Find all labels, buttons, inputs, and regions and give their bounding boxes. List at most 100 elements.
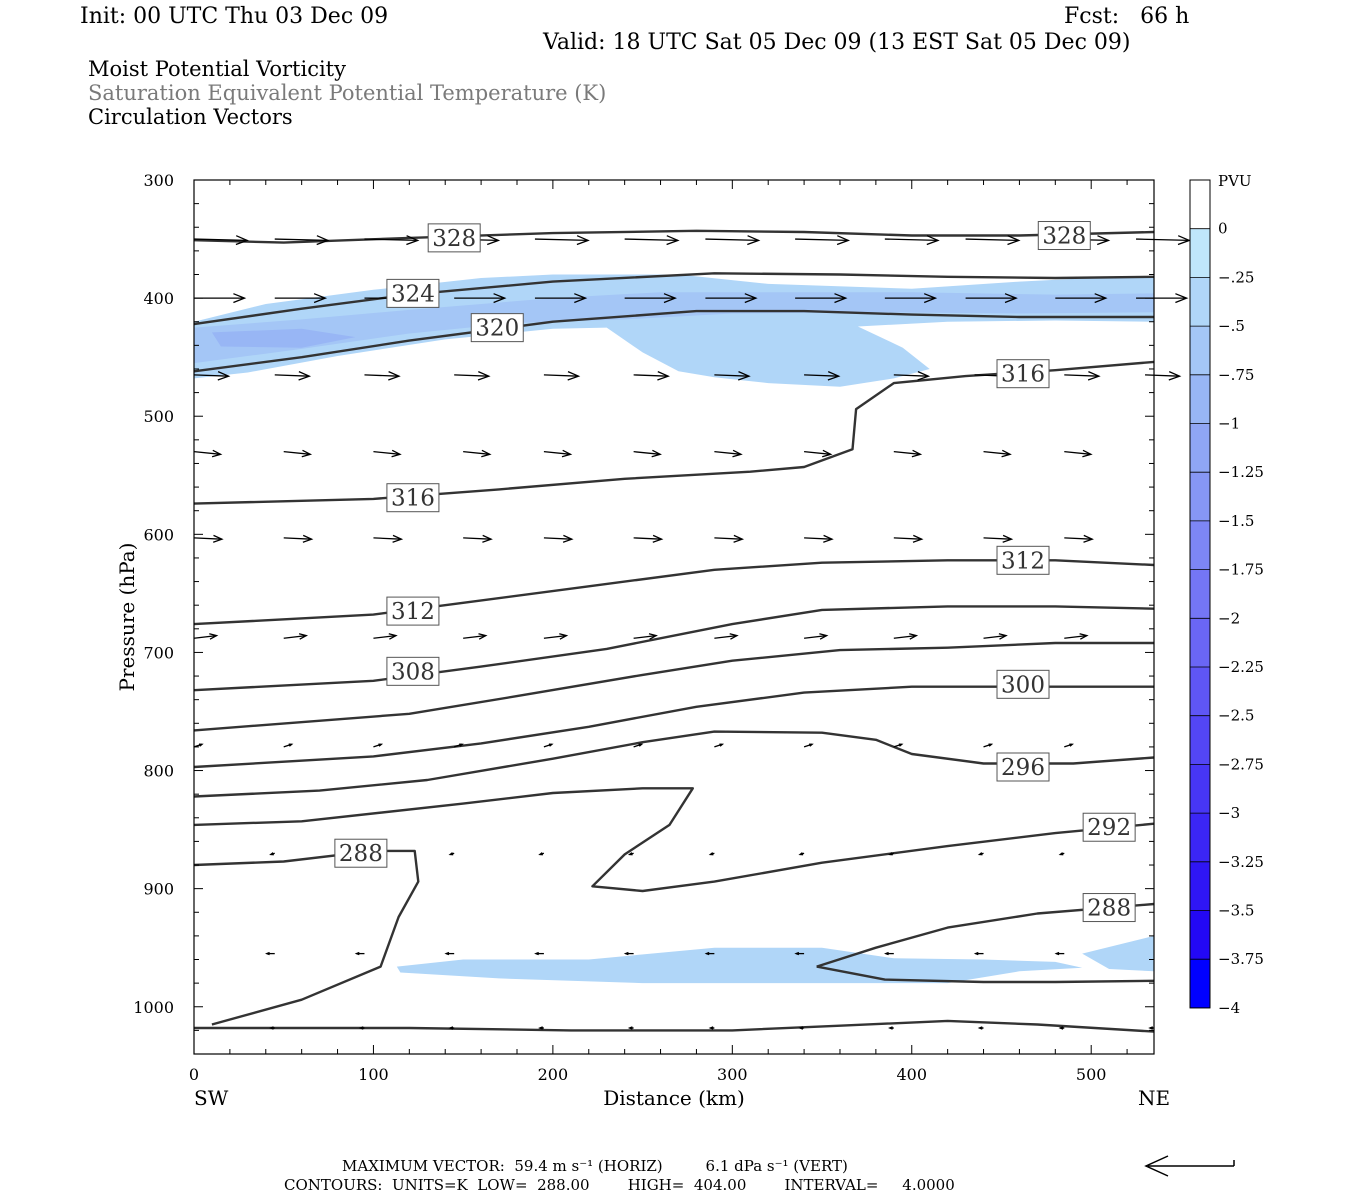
circulation-vector	[543, 449, 573, 458]
circulation-vector	[884, 293, 938, 304]
circulation-vector	[274, 371, 312, 381]
circulation-vector	[627, 1026, 634, 1030]
circulation-vector	[1145, 371, 1182, 381]
x-tick-label: 400	[896, 1065, 927, 1084]
colorbar-band	[1190, 423, 1210, 473]
circulation-vector	[538, 1026, 544, 1030]
colorbar-label: −3	[1218, 804, 1240, 822]
circulation-vector	[624, 235, 680, 246]
circulation-vector	[358, 1026, 365, 1030]
contour-label: 288	[334, 838, 388, 868]
circulation-vector	[624, 293, 677, 304]
circulation-vector	[543, 371, 581, 381]
circulation-vector	[714, 743, 725, 748]
forecast-hour: Fcst: 66 h	[1064, 4, 1190, 29]
circulation-vector	[543, 633, 569, 640]
circulation-vector	[448, 1026, 455, 1030]
circulation-vector	[1136, 293, 1189, 304]
colorbar-label: −.25	[1218, 268, 1254, 286]
colorbar-band	[1190, 569, 1210, 619]
circulation-vector	[708, 852, 715, 856]
theta-es-contour-12	[816, 965, 1155, 984]
colorbar-label: −2.25	[1218, 658, 1264, 676]
circulation-vector	[1064, 371, 1101, 381]
x-tick-label: 300	[717, 1065, 748, 1084]
circulation-vector	[1055, 293, 1108, 304]
circulation-vector	[283, 534, 314, 543]
circulation-vector	[633, 534, 664, 543]
circulation-vector	[983, 633, 1008, 640]
circulation-vector	[794, 951, 805, 956]
circulation-vector	[893, 633, 919, 640]
circulation-vector	[354, 951, 365, 956]
y-tick-label: 900	[143, 880, 174, 899]
colorbar-label: −2	[1218, 609, 1240, 627]
circulation-vector	[283, 743, 294, 748]
circulation-vector	[454, 293, 507, 304]
circulation-vector	[463, 633, 488, 640]
circulation-vector	[798, 1026, 805, 1030]
svg-text:324: 324	[391, 281, 435, 307]
circulation-vector	[538, 852, 545, 856]
colorbar-band	[1190, 374, 1210, 424]
svg-text:316: 316	[1001, 362, 1045, 388]
circulation-vector	[1058, 852, 1065, 856]
svg-text:300: 300	[1001, 672, 1045, 698]
circulation-vector	[804, 371, 841, 381]
circulation-vector	[888, 1026, 894, 1030]
svg-text:328: 328	[432, 226, 476, 252]
contour-label: 320	[470, 313, 524, 343]
colorbar-band	[1190, 813, 1210, 862]
theta-es-contour-288	[193, 849, 420, 1026]
contour-label: 324	[386, 278, 440, 308]
circulation-vector	[977, 1026, 984, 1030]
reference-vector-arrow	[1144, 1155, 1235, 1177]
pv-region-1	[194, 292, 1154, 364]
circulation-vector	[893, 371, 931, 381]
x-tick-label: 200	[538, 1065, 569, 1084]
colorbar-band	[1190, 764, 1210, 814]
pv-region-2	[211, 328, 356, 348]
circulation-vector	[1058, 1026, 1065, 1030]
circulation-vector	[888, 852, 895, 856]
circulation-vector	[704, 951, 715, 956]
circulation-vector	[884, 235, 940, 246]
contour-label: 328	[1037, 221, 1091, 251]
circulation-vector	[795, 293, 848, 304]
circulation-vector	[269, 1026, 275, 1030]
circulation-vector	[364, 371, 401, 381]
colorbar-band	[1190, 520, 1210, 570]
circulation-vector	[893, 743, 904, 748]
pv-region-3	[396, 947, 1083, 984]
svg-text:316: 316	[391, 486, 435, 512]
circulation-vector	[633, 449, 662, 458]
svg-text:308: 308	[391, 659, 435, 685]
field-title-mpv: Moist Potential Vorticity	[88, 57, 346, 81]
circulation-vector	[798, 852, 805, 856]
circulation-vector	[965, 293, 1018, 304]
circulation-vector	[803, 743, 814, 748]
circulation-vector	[714, 449, 743, 458]
contour-label: 292	[1082, 812, 1136, 842]
contour-label: 316	[996, 359, 1050, 389]
circulation-vector	[534, 951, 544, 956]
circulation-vector	[1064, 743, 1074, 748]
x-tick-label: 0	[189, 1065, 199, 1084]
svg-text:296: 296	[1001, 755, 1045, 781]
circulation-vector	[965, 235, 1021, 246]
colorbar-label: −2.5	[1218, 707, 1254, 725]
colorbar-band	[1190, 618, 1210, 667]
circulation-vector	[373, 534, 404, 543]
colorbar-band	[1190, 228, 1210, 278]
contour-label-layer: 328 328 324 320 316 316 312 312 308 300 296 292 288 2…	[334, 221, 1136, 923]
contour-label: 312	[386, 596, 440, 626]
colorbar-band	[1190, 277, 1210, 327]
pv-region-4	[1082, 935, 1154, 972]
contour-label: 300	[996, 669, 1050, 699]
colorbar-label: −4	[1218, 999, 1240, 1017]
colorbar-label: −1.75	[1218, 561, 1264, 579]
circulation-vector	[193, 235, 249, 246]
circulation-vector	[633, 743, 644, 748]
circulation-vector	[444, 951, 455, 956]
